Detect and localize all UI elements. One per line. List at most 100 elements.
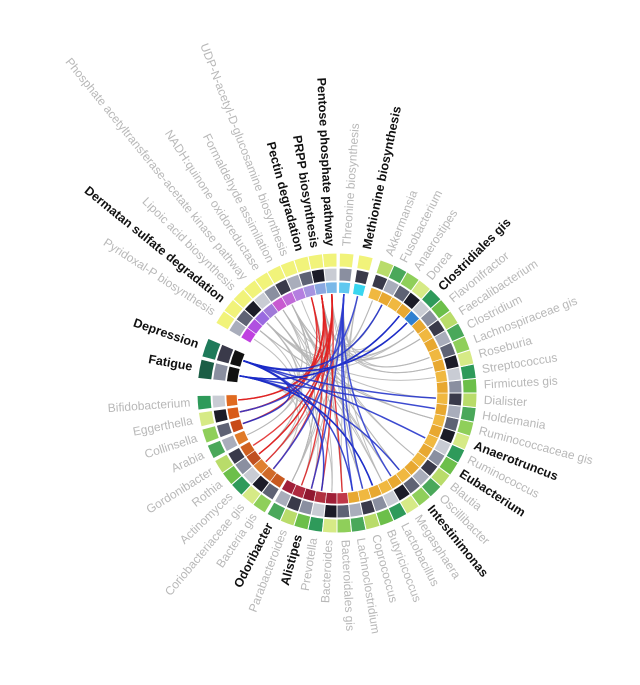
outer-segment [307,515,325,533]
outer-segment [252,492,273,514]
middle-segment [212,362,229,382]
outer-segment [197,358,216,381]
inner-segment [291,483,307,499]
inner-segment [427,347,443,363]
chord [272,294,345,470]
inner-segment [347,490,361,504]
inner-segment [325,492,338,505]
outer-segment [307,253,325,271]
rings [196,252,478,534]
inner-segment [302,487,317,502]
middle-segment [359,498,377,516]
middle-segment [419,308,439,328]
middle-segment [215,343,235,365]
node-label: Firmicutes gis [483,374,558,392]
inner-segment [269,472,286,489]
inner-segment [325,281,338,294]
middle-segment [285,273,304,292]
outer-segment [321,252,338,269]
inner-segment [338,281,351,295]
inner-segment [233,430,250,446]
inner-segment [336,492,349,505]
inner-segment [229,349,246,368]
middle-segment [348,501,364,518]
outer-segment [445,443,466,464]
chord [282,309,421,361]
middle-segment [411,467,431,487]
node-label: Bacteroides [318,539,335,603]
middle-segment [338,267,353,283]
middle-segment [442,415,460,433]
outer-segment [338,252,355,269]
middle-segment [226,446,246,466]
outer-segment [242,279,264,301]
middle-segment [442,353,460,371]
middle-segment [370,494,389,513]
outer-segment [266,501,287,522]
outer-segment [438,455,459,476]
middle-segment [438,426,457,445]
outer-segment [410,485,432,507]
inner-segment [431,358,446,373]
outer-segment [459,363,477,381]
inner-segment [281,479,297,495]
middle-segment [262,284,282,304]
middle-segment [233,456,254,476]
middle-segment [447,392,463,407]
middle-segment [310,268,326,285]
middle-segment [445,404,462,420]
inner-segment [386,296,403,313]
middle-segment [447,379,463,394]
middle-segment [411,299,431,319]
middle-segment [433,437,452,457]
inner-segment [313,490,327,504]
outer-segment [456,349,475,368]
outer-segment [387,264,408,285]
middle-segment [273,489,293,508]
chord [239,375,435,410]
outer-segment [279,259,299,279]
inner-segment [291,287,307,303]
outer-segment [356,254,374,272]
chord [300,297,323,486]
chord [341,294,354,491]
outer-segment [201,424,221,444]
outer-segment [279,507,299,527]
middle-segment [243,299,263,319]
chord [258,294,333,455]
outer-segment [293,255,312,274]
middle-segment [220,434,239,453]
middle-segment [445,366,462,382]
middle-segment [402,475,422,495]
outer-segment [375,259,395,279]
middle-segment [241,465,262,486]
inner-segment [357,487,372,502]
inner-segment [367,483,383,499]
node-label: Threonine biosynthesis [339,123,362,247]
inner-segment [302,284,317,299]
chord [239,315,400,380]
outer-segment [429,298,451,320]
chord [239,375,374,486]
inner-segment [417,442,434,459]
middle-segment [261,481,281,501]
middle-segment [392,482,412,502]
inner-segment [436,392,449,405]
inner-segment [225,394,239,407]
outer-segment [362,512,381,531]
chord [243,304,383,371]
middle-segment [215,421,234,439]
inner-segment [427,423,443,439]
outer-segment [459,405,477,423]
middle-segment [381,278,401,297]
chord [243,360,436,399]
middle-segment [310,501,326,518]
chord [282,309,333,492]
inner-segment [410,318,428,335]
outer-segment [201,337,222,362]
middle-segment [336,503,351,519]
chord [266,322,415,361]
outer-segment [215,310,236,331]
outer-segment [349,515,367,533]
